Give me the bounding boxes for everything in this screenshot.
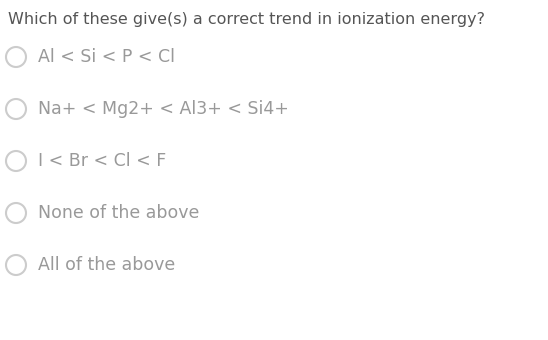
Text: I < Br < Cl < F: I < Br < Cl < F <box>38 152 166 170</box>
Text: All of the above: All of the above <box>38 256 175 274</box>
Text: Al < Si < P < Cl: Al < Si < P < Cl <box>38 48 175 66</box>
Text: None of the above: None of the above <box>38 204 199 222</box>
Text: Na+ < Mg2+ < Al3+ < Si4+: Na+ < Mg2+ < Al3+ < Si4+ <box>38 100 289 118</box>
Text: Which of these give(s) a correct trend in ionization energy?: Which of these give(s) a correct trend i… <box>8 12 485 27</box>
